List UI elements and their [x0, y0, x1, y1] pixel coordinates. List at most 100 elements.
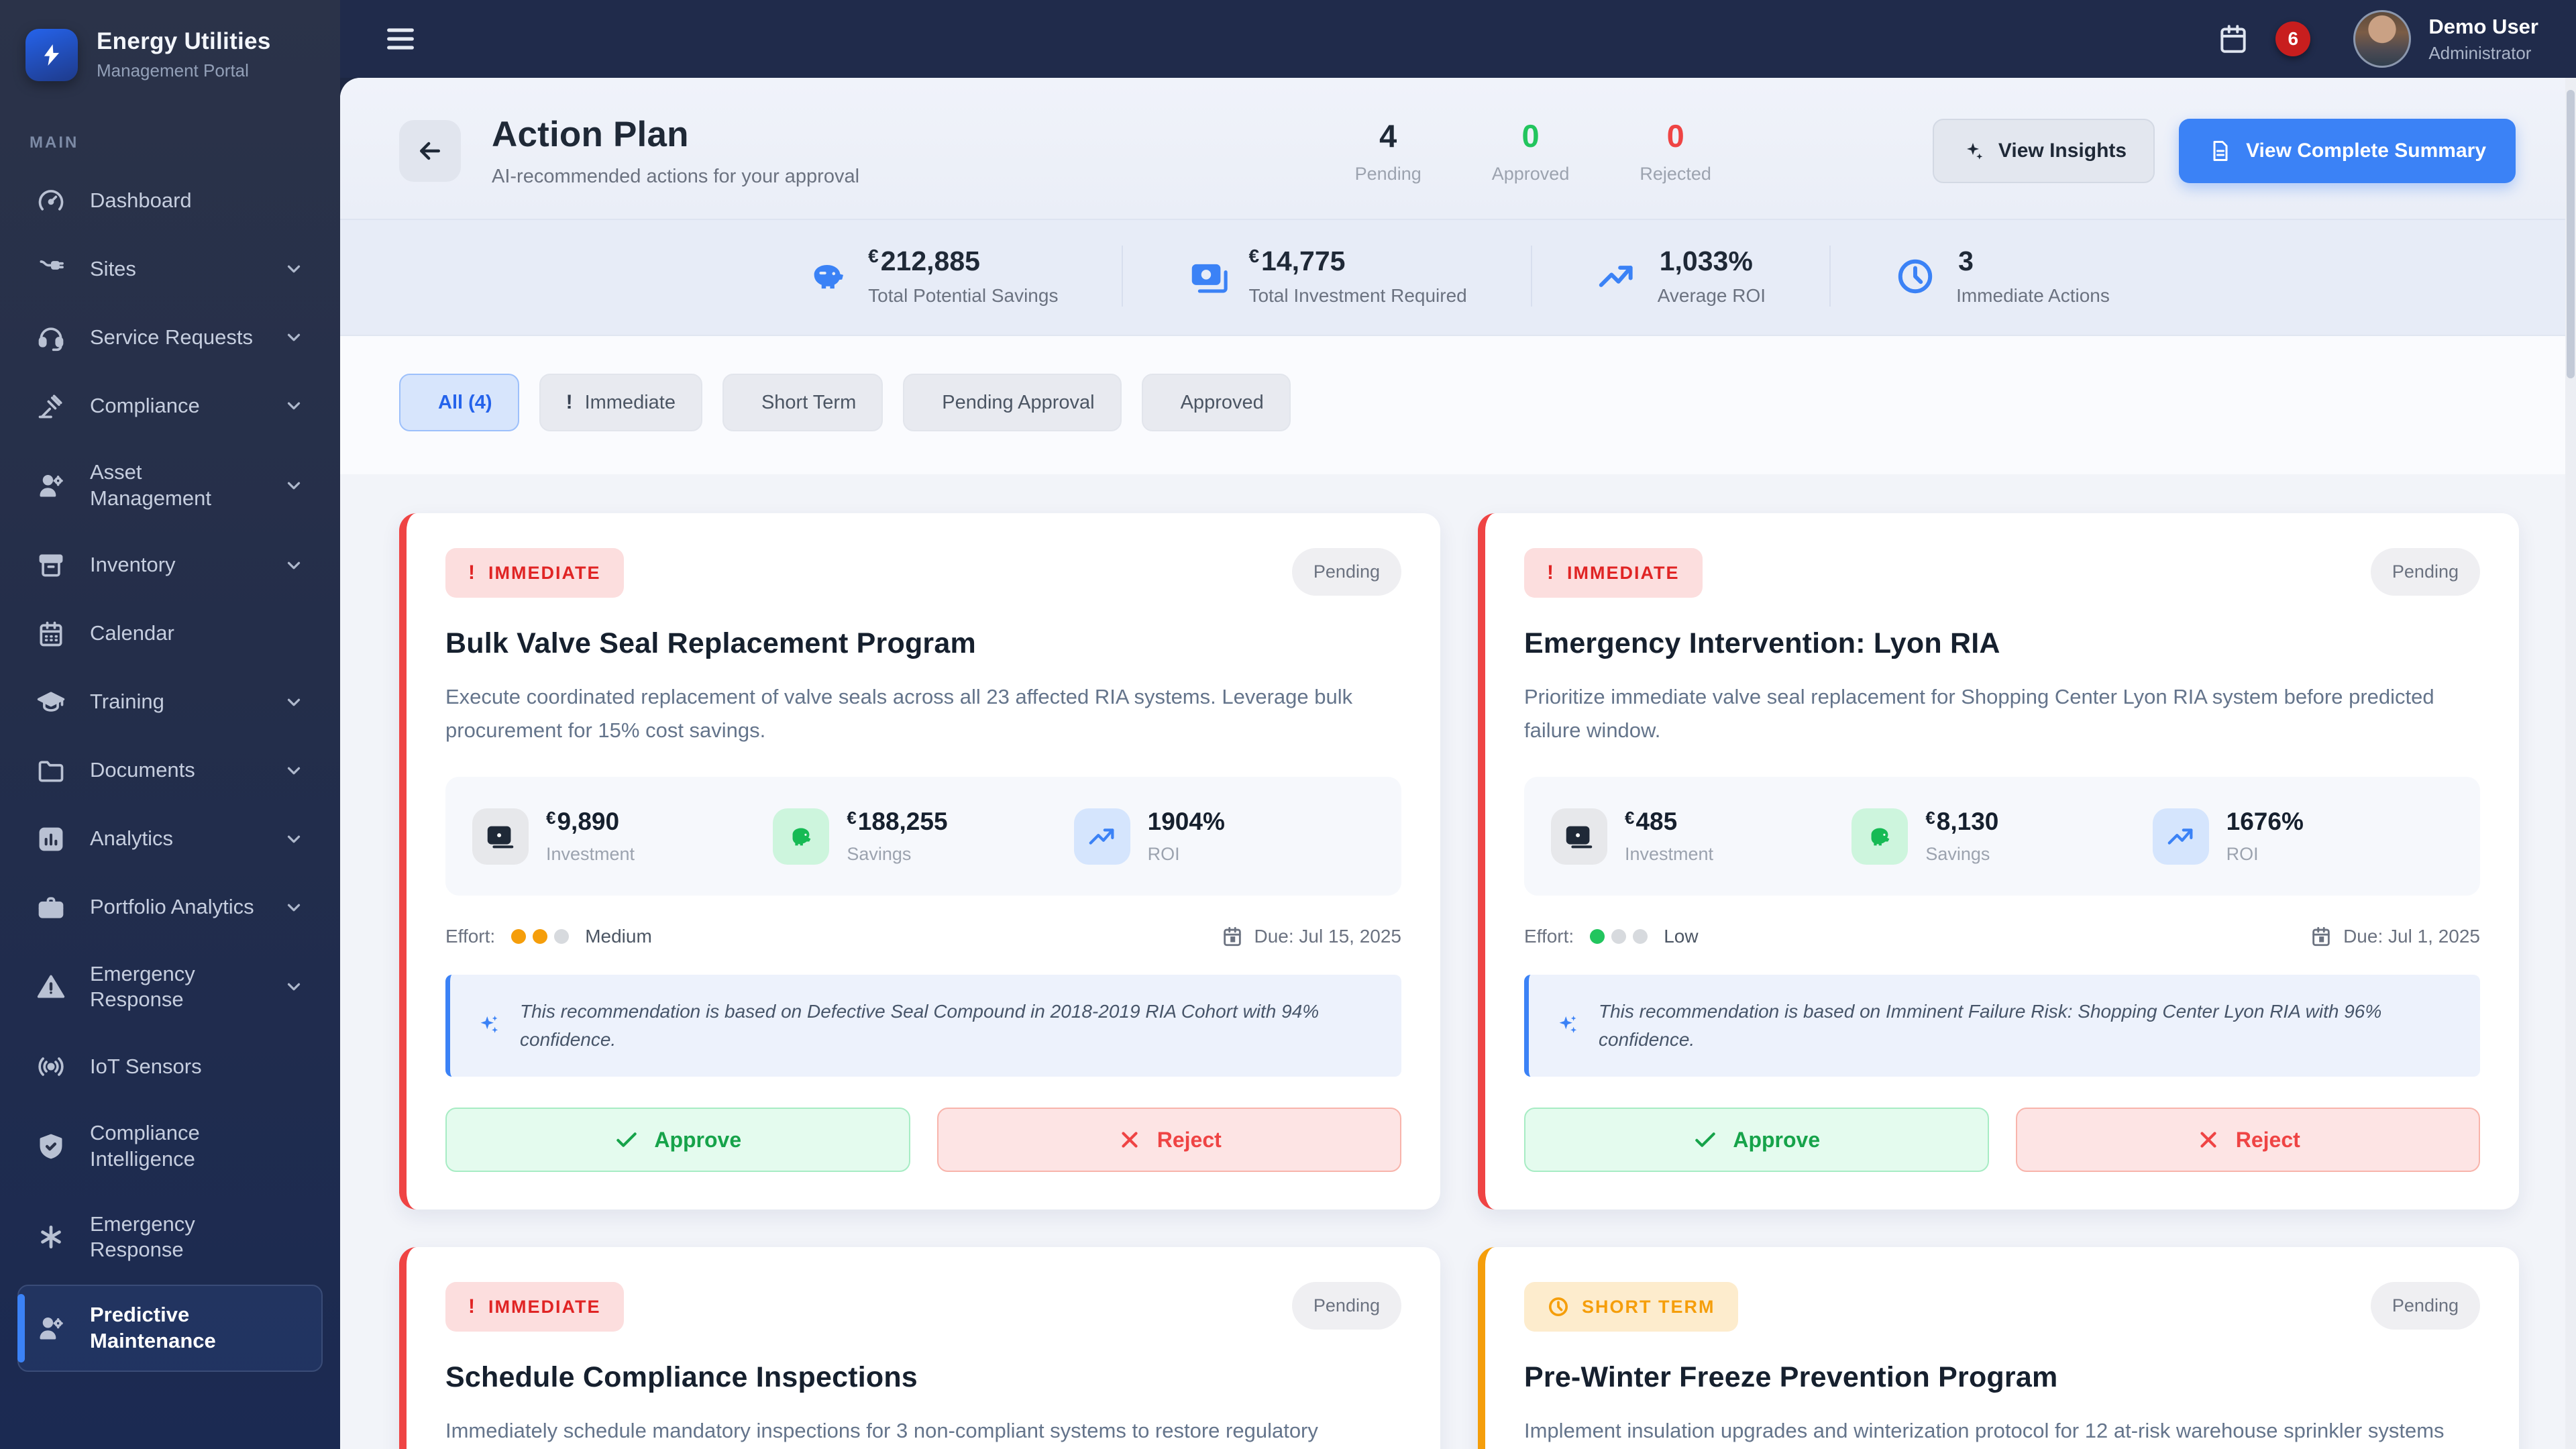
sidebar-item-icon [36, 471, 66, 500]
roi-metric: 1676% ROI [2152, 808, 2453, 865]
filter-button[interactable]: Approved [1141, 374, 1291, 431]
sidebar-item-label: Sites [90, 256, 136, 280]
sidebar-item-label: Dashboard [90, 188, 192, 212]
filter-button[interactable]: Short Term [722, 374, 883, 431]
sidebar-item[interactable]: Service Requests [17, 305, 323, 370]
sidebar-item[interactable]: Emergency Response [17, 944, 323, 1031]
filter-button[interactable]: All (4) [399, 374, 519, 431]
scrollbar-thumb[interactable] [2567, 90, 2575, 378]
sidebar-item[interactable]: Calendar [17, 602, 323, 666]
view-insights-button[interactable]: View Insights [1932, 119, 2155, 183]
sidebar-item-icon [36, 551, 66, 580]
counter-label: Pending [1354, 164, 1421, 184]
sidebar-item[interactable]: Emergency Response [17, 1194, 323, 1281]
status-badge: Pending [2370, 548, 2480, 596]
filter-button[interactable]: Pending Approval [903, 374, 1122, 431]
sidebar-item-icon [36, 756, 66, 786]
chevron-down-icon [284, 692, 304, 712]
chevron-down-icon [284, 829, 304, 849]
priority-badge: ! IMMEDIATE [445, 548, 624, 598]
filter-label: Short Term [761, 391, 857, 413]
sidebar-item[interactable]: Compliance Intelligence [17, 1103, 323, 1190]
sidebar-item-label: Portfolio Analytics [90, 895, 254, 919]
sidebar-item[interactable]: Analytics [17, 807, 323, 871]
sidebar-item-icon [36, 893, 66, 922]
priority-badge: SHORT TERM [1524, 1282, 1738, 1332]
sidebar: Energy Utilities Management Portal MAIN … [0, 0, 340, 1449]
sidebar-item-icon [36, 186, 66, 215]
reject-button[interactable]: Reject [2015, 1108, 2480, 1173]
action-card: SHORT TERM Pending Pre-Winter Freeze Pre… [1478, 1247, 2519, 1449]
status-badge: Pending [1291, 1282, 1401, 1330]
stat-value: 3 [1958, 246, 1974, 276]
counter-value: 4 [1379, 118, 1397, 154]
sidebar-item-icon [36, 619, 66, 649]
user-menu[interactable]: Demo User Administrator [2353, 10, 2538, 68]
priority-icon: ! [468, 1295, 476, 1318]
scrollbar[interactable] [2565, 78, 2576, 1449]
calendar-icon[interactable] [2216, 22, 2250, 56]
status-badge: Pending [2370, 1282, 2480, 1330]
approve-button[interactable]: Approve [1524, 1108, 1989, 1173]
sidebar-item-label: Analytics [90, 826, 174, 851]
counter: 4 Pending [1355, 117, 1421, 184]
sidebar-item-icon [36, 323, 66, 352]
sidebar-item-label: Documents [90, 758, 195, 782]
chevron-down-icon [284, 396, 304, 416]
counter: 0 Approved [1492, 117, 1570, 184]
sidebar-item[interactable]: Compliance [17, 374, 323, 438]
stat-item: 3 Immediate Actions [1829, 246, 2174, 307]
sidebar-item-icon [36, 1132, 66, 1161]
action-card: ! IMMEDIATE Pending Emergency Interventi… [1478, 513, 2519, 1210]
back-button[interactable] [399, 120, 461, 182]
piggy-bank-icon [1851, 808, 1909, 865]
nav-section-label: MAIN [30, 133, 79, 152]
filter-button[interactable]: ! Immediate [539, 374, 702, 431]
sidebar-item-label: Emergency Response [90, 961, 195, 1012]
bolt-icon [25, 28, 78, 81]
sidebar-item-icon [36, 688, 66, 717]
counter-value: 0 [1521, 118, 1540, 154]
chevron-down-icon [284, 761, 304, 781]
sidebar-item-label: Compliance [90, 393, 200, 417]
filter-icon: ! [566, 391, 573, 413]
sidebar-item[interactable]: Training [17, 670, 323, 735]
investment-metric: €485 Investment [1551, 808, 1851, 865]
sidebar-item-label: Calendar [90, 621, 174, 645]
sidebar-item-icon [36, 1052, 66, 1081]
menu-icon[interactable] [383, 21, 418, 56]
card-description: Implement insulation upgrades and winter… [1524, 1419, 2445, 1443]
card-metrics: €485 Investment €8,130 Savings [1524, 777, 2480, 896]
stat-item: €14,775 Total Investment Required [1122, 246, 1530, 307]
sparkles-icon [474, 1012, 502, 1040]
sidebar-item[interactable]: Inventory [17, 533, 323, 598]
status-badge: Pending [1291, 548, 1401, 596]
sidebar-item-label: Predictive Maintenance [90, 1303, 216, 1352]
stat-icon [1596, 256, 1638, 297]
view-summary-button[interactable]: View Complete Summary [2179, 119, 2516, 183]
sidebar-item-label: Asset Management [90, 460, 211, 510]
approve-button[interactable]: Approve [445, 1108, 910, 1173]
reject-button[interactable]: Reject [936, 1108, 1401, 1173]
priority-icon: ! [468, 561, 476, 584]
card-description: Execute coordinated replacement of valve… [445, 685, 1353, 743]
banknote-icon [472, 808, 529, 865]
sidebar-item[interactable]: Portfolio Analytics [17, 875, 323, 940]
trending-up-icon [2152, 808, 2209, 865]
trending-up-icon [1073, 808, 1130, 865]
sidebar-nav: Dashboard Sites Service Requests Complia… [0, 164, 340, 1449]
sidebar-item[interactable]: Documents [17, 739, 323, 803]
stat-value: €212,885 [868, 246, 980, 276]
counter: 0 Rejected [1640, 117, 1711, 184]
investment-metric: €9,890 Investment [472, 808, 773, 865]
filter-label: All (4) [438, 391, 492, 413]
priority-icon [1547, 1295, 1570, 1318]
stat-icon [1894, 256, 1936, 297]
sidebar-item[interactable]: Asset Management [17, 442, 323, 529]
sidebar-item[interactable]: Dashboard [17, 168, 323, 233]
sidebar-item[interactable]: Predictive Maintenance [17, 1285, 323, 1372]
user-name: Demo User [2428, 14, 2538, 38]
topbar: 6 Demo User Administrator [340, 0, 2576, 78]
sidebar-item[interactable]: Sites [17, 237, 323, 301]
sidebar-item[interactable]: IoT Sensors [17, 1034, 323, 1099]
